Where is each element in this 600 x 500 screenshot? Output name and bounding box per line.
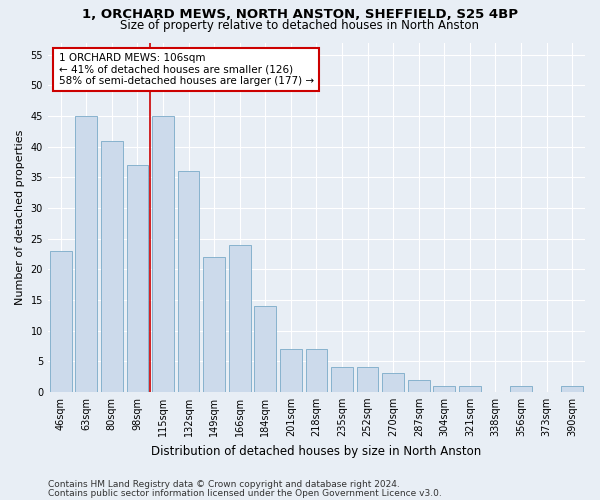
Bar <box>357 368 379 392</box>
Text: Contains HM Land Registry data © Crown copyright and database right 2024.: Contains HM Land Registry data © Crown c… <box>48 480 400 489</box>
Text: 1 ORCHARD MEWS: 106sqm
← 41% of detached houses are smaller (126)
58% of semi-de: 1 ORCHARD MEWS: 106sqm ← 41% of detached… <box>59 53 314 86</box>
Text: Size of property relative to detached houses in North Anston: Size of property relative to detached ho… <box>121 18 479 32</box>
Bar <box>433 386 455 392</box>
Bar <box>510 386 532 392</box>
Bar <box>203 257 225 392</box>
Bar <box>152 116 174 392</box>
X-axis label: Distribution of detached houses by size in North Anston: Distribution of detached houses by size … <box>151 444 482 458</box>
Bar <box>331 368 353 392</box>
Bar <box>229 244 251 392</box>
Y-axis label: Number of detached properties: Number of detached properties <box>15 130 25 305</box>
Bar <box>76 116 97 392</box>
Bar <box>562 386 583 392</box>
Text: 1, ORCHARD MEWS, NORTH ANSTON, SHEFFIELD, S25 4BP: 1, ORCHARD MEWS, NORTH ANSTON, SHEFFIELD… <box>82 8 518 20</box>
Bar <box>408 380 430 392</box>
Bar <box>305 349 328 392</box>
Bar <box>178 171 199 392</box>
Text: Contains public sector information licensed under the Open Government Licence v3: Contains public sector information licen… <box>48 488 442 498</box>
Bar <box>254 306 276 392</box>
Bar <box>459 386 481 392</box>
Bar <box>280 349 302 392</box>
Bar <box>50 251 71 392</box>
Bar <box>101 140 123 392</box>
Bar <box>382 374 404 392</box>
Bar <box>127 165 148 392</box>
